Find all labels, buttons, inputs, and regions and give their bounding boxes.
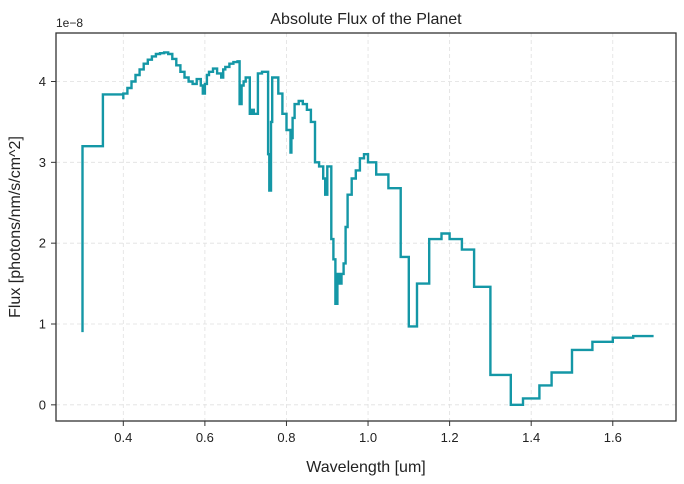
grid <box>56 33 676 421</box>
y-tick-label: 4 <box>39 74 46 89</box>
x-tick-label: 0.6 <box>196 430 214 445</box>
x-tick-label: 0.8 <box>277 430 295 445</box>
x-tick-label: 1.4 <box>522 430 540 445</box>
y-tick-label: 0 <box>39 397 46 412</box>
y-tick-label: 3 <box>39 155 46 170</box>
x-tick-label: 1.2 <box>441 430 459 445</box>
ticks: 0.4 0.6 0.8 1.0 1.2 1.4 1.6 0 1 2 3 4 <box>39 74 622 445</box>
x-tick-label: 1.6 <box>604 430 622 445</box>
x-tick-label: 1.0 <box>359 430 377 445</box>
y-tick-label: 1 <box>39 317 46 332</box>
x-tick-label: 0.4 <box>114 430 132 445</box>
plot-frame <box>55 32 677 422</box>
x-axis-label: Wavelength [um] <box>306 459 425 476</box>
y-axis-label: Flux [photons/nm/s/cm^2] <box>7 136 24 318</box>
y-axis-offset-label: 1e−8 <box>56 16 83 30</box>
flux-series-line <box>81 51 654 406</box>
chart-title: Absolute Flux of the Planet <box>270 11 462 28</box>
y-tick-label: 2 <box>39 236 46 251</box>
series-layer <box>81 51 654 406</box>
